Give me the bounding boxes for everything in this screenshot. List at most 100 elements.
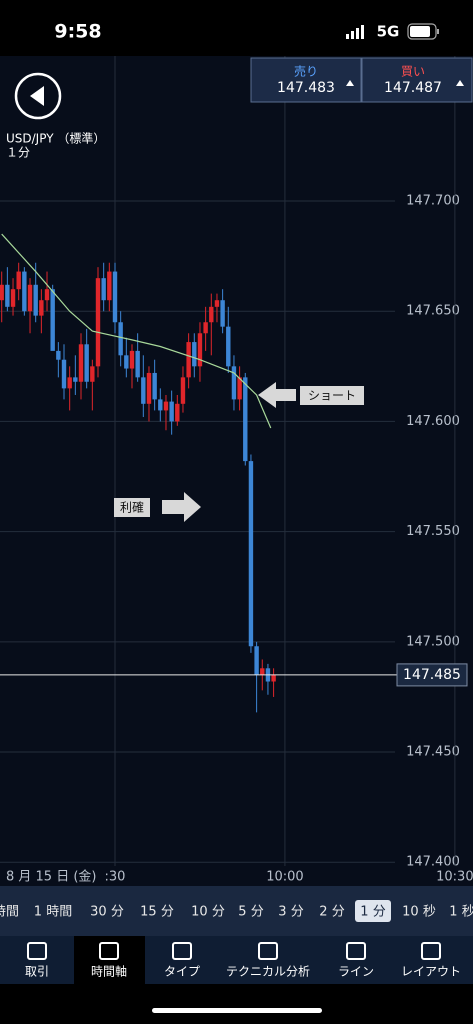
sell-price: 147.483 <box>277 80 335 96</box>
candle-body <box>260 668 265 675</box>
tabs: 取引 時間軸 タイプ テクニカル分析 ライン レイアウト <box>25 936 461 984</box>
timeframe[interactable]: 10 秒 <box>402 905 436 920</box>
home-indicator <box>152 1008 322 1013</box>
candle-body <box>135 350 140 378</box>
x-tick-label: 10:30 <box>436 870 473 885</box>
timeframe[interactable]: 1 時間 <box>34 905 72 920</box>
buy-label: 買い <box>401 65 425 79</box>
tab-icon <box>258 942 278 960</box>
moving-average <box>1 233 272 429</box>
candle-body <box>50 289 55 351</box>
candle-body <box>180 377 186 404</box>
sell-box[interactable]: 売り 147.483 <box>250 57 362 103</box>
tab-label[interactable]: 時間軸 <box>91 965 127 979</box>
candle-body <box>67 377 72 389</box>
candle-body <box>73 377 78 382</box>
y-tick-label: 147.450 <box>406 745 460 760</box>
battery-icon <box>407 23 439 40</box>
buy-box[interactable]: 買い 147.487 <box>361 57 473 103</box>
status-network: 5G <box>377 23 400 41</box>
timeframe[interactable]: 15 分 <box>140 905 174 920</box>
tab-icon <box>172 942 192 960</box>
candle-body <box>248 461 254 647</box>
timeframes: 時間 1 時間 30 分 15 分 10 分 5 分 3 分 2 分 1 分 10 秒 1 秒 <box>0 900 473 922</box>
candle-body <box>0 284 4 301</box>
candle-body <box>271 674 276 682</box>
candle-body <box>209 306 214 323</box>
symbol-interval: １分 <box>6 146 30 160</box>
candle-body <box>243 377 248 462</box>
timeframe[interactable]: 30 分 <box>90 905 124 920</box>
candle-body <box>118 322 123 356</box>
candle-body <box>95 278 101 367</box>
candle-body <box>90 366 95 382</box>
tab-icon <box>421 942 441 960</box>
tab-icon <box>99 942 119 960</box>
tab-label[interactable]: タイプ <box>164 965 200 979</box>
y-tick-label: 147.400 <box>406 855 460 870</box>
date-label: 8 月 15 日 (金) <box>6 869 97 885</box>
candle-body <box>163 401 169 411</box>
annotation-profit: 利確 <box>120 500 144 515</box>
candle-body <box>22 271 27 312</box>
candle-body <box>33 284 38 316</box>
candle-body <box>231 366 237 400</box>
y-tick-label: 147.650 <box>406 304 460 319</box>
x-tick-label: 10:00 <box>266 870 303 885</box>
candle-body <box>141 377 146 404</box>
current-price-label: 147.485 <box>403 667 461 683</box>
y-tick-label: 147.500 <box>406 634 460 649</box>
candle-body <box>186 342 191 378</box>
plot: 147.400 147.450 147.500 147.550 147.600 147.6… <box>0 56 473 885</box>
candle-body <box>44 289 50 301</box>
candle-body <box>10 289 16 307</box>
candle-body <box>254 646 259 675</box>
chart-area <box>0 56 473 886</box>
x-tick-label: :30 <box>105 870 126 885</box>
candle-body <box>197 333 203 367</box>
timeframe[interactable]: 10 分 <box>191 905 225 920</box>
annotation-short: ショート <box>308 389 356 403</box>
tab-label[interactable]: レイアウト <box>401 965 461 979</box>
timeframe[interactable]: 1 秒 <box>449 905 473 920</box>
tab-label[interactable]: テクニカル分析 <box>226 965 310 979</box>
candle-body <box>56 350 61 360</box>
candle-body <box>124 355 129 369</box>
candle-body <box>78 344 84 382</box>
candle-body <box>84 344 89 382</box>
status-time: 9:58 <box>54 21 101 43</box>
candle-body <box>61 359 67 389</box>
candle-body <box>192 342 197 367</box>
tab-icon <box>27 942 47 960</box>
symbol-title: USD/JPY （標準） <box>6 131 105 146</box>
y-tick-label: 147.550 <box>406 524 460 539</box>
candle-body <box>112 271 118 323</box>
take-profit-annotation: 利確 <box>114 492 201 522</box>
candle-body <box>152 372 157 400</box>
candle-body <box>129 350 135 369</box>
timeframe-selected <box>355 900 391 922</box>
tab-label[interactable]: ライン <box>338 965 374 979</box>
timeframe[interactable]: 2 分 <box>319 905 344 920</box>
y-tick-label: 147.600 <box>406 414 460 429</box>
candle-body <box>158 399 163 411</box>
candle-body <box>146 372 152 404</box>
short-annotation: ショート <box>258 382 364 408</box>
timeframe[interactable]: 1 分 <box>360 905 385 920</box>
timeframe[interactable]: 時間 <box>0 905 19 920</box>
back-button[interactable] <box>14 72 62 120</box>
candle-body <box>39 300 44 316</box>
buy-price: 147.487 <box>384 80 442 96</box>
timeframe-bar <box>0 886 473 936</box>
timeframe[interactable]: 5 分 <box>238 905 263 920</box>
candle-body <box>226 326 231 367</box>
candle-body <box>237 377 242 400</box>
candle-body <box>220 300 225 327</box>
candle-body <box>214 300 220 307</box>
candle-body <box>175 403 180 422</box>
candle-body <box>27 284 33 312</box>
tab-label[interactable]: 取引 <box>25 965 49 979</box>
timeframe[interactable]: 3 分 <box>278 905 303 920</box>
candle-body <box>16 271 21 290</box>
